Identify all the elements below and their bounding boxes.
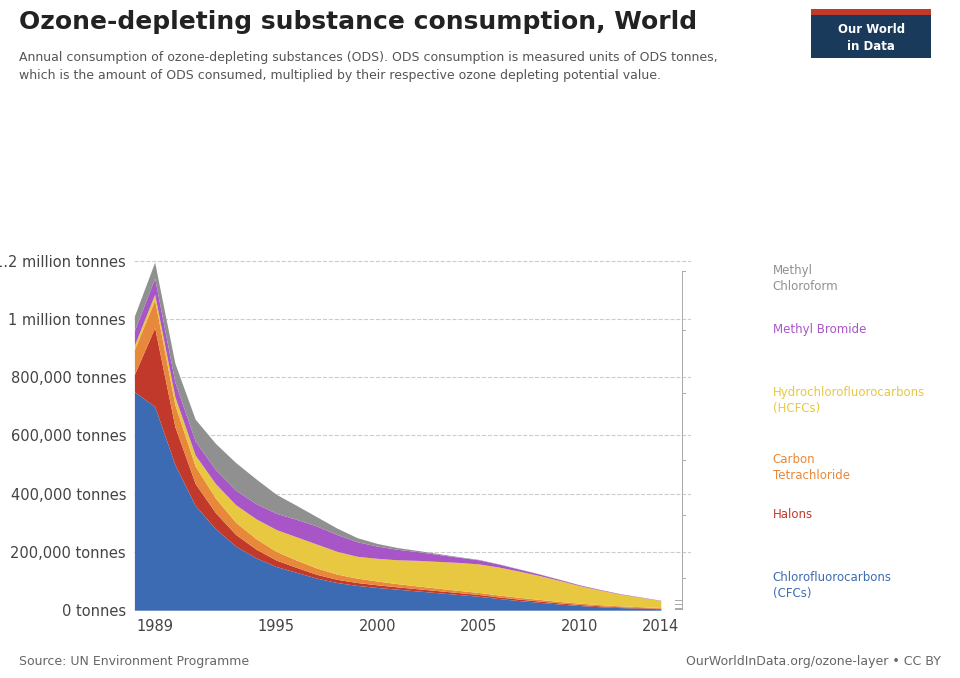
Text: Source: UN Environment Programme: Source: UN Environment Programme [19,655,250,668]
Text: Methyl Bromide: Methyl Bromide [773,323,866,336]
Text: Annual consumption of ozone-depleting substances (ODS). ODS consumption is measu: Annual consumption of ozone-depleting su… [19,51,718,82]
Text: Hydrochlorofluorocarbons
(HCFCs): Hydrochlorofluorocarbons (HCFCs) [773,386,925,415]
Text: Chlorofluorocarbons
(CFCs): Chlorofluorocarbons (CFCs) [773,571,892,600]
Text: Ozone-depleting substance consumption, World: Ozone-depleting substance consumption, W… [19,10,697,34]
Text: Carbon
Tetrachloride: Carbon Tetrachloride [773,453,850,482]
Text: Our World
in Data: Our World in Data [838,23,904,53]
Text: Methyl
Chloroform: Methyl Chloroform [773,264,838,293]
Text: OurWorldInData.org/ozone-layer • CC BY: OurWorldInData.org/ozone-layer • CC BY [686,655,941,668]
Text: Halons: Halons [773,508,813,521]
